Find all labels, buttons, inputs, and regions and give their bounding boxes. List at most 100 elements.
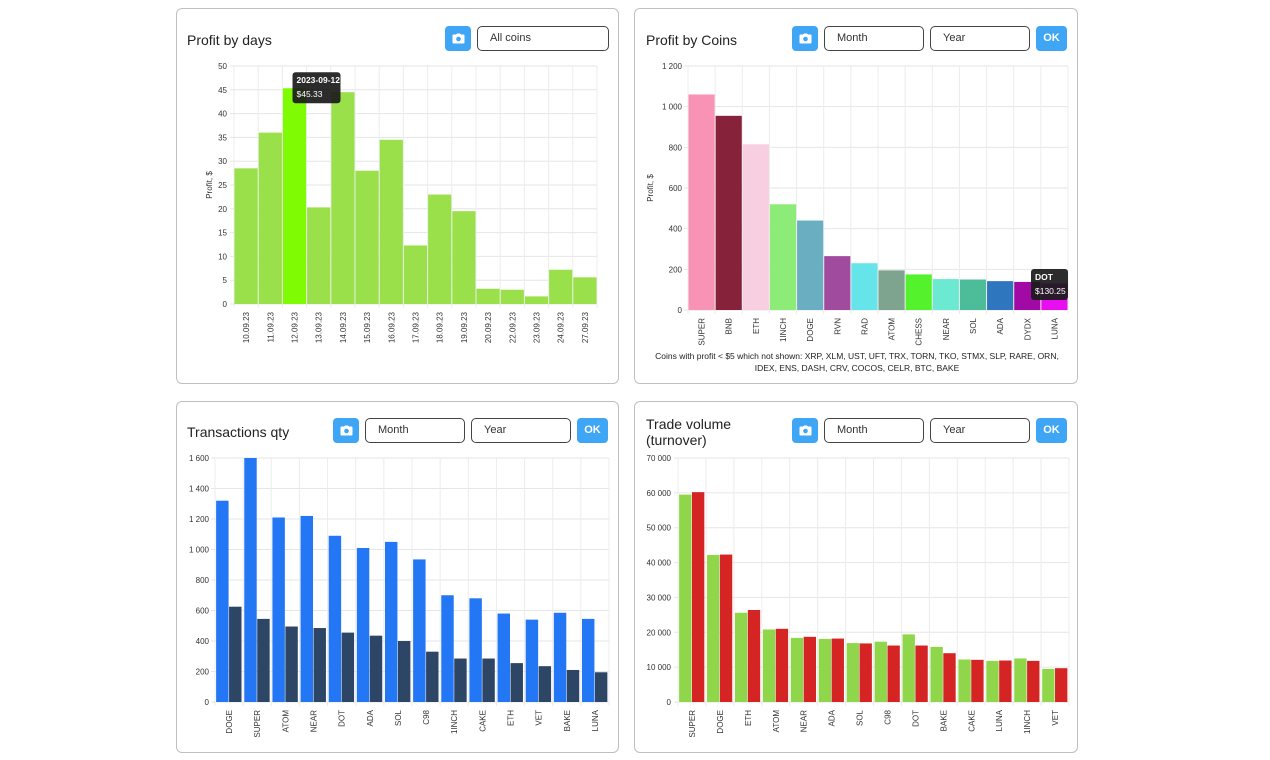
y-tick-label: 0 (678, 306, 683, 315)
bar (943, 653, 956, 702)
bar (691, 492, 705, 702)
chart-tooltip: DOT $130.25 (1031, 269, 1068, 300)
bar (1014, 658, 1027, 702)
y-tick-label: 10 000 (647, 663, 672, 672)
y-tick-label: 60 000 (647, 489, 672, 498)
x-tick-label: NEAR (800, 710, 809, 732)
x-tick-label: 22.09.23 (508, 311, 517, 343)
x-tick-label: ATOM (772, 710, 781, 733)
tooltip-value: $45.33 (297, 89, 323, 99)
trade-volume-screenshot-button[interactable] (792, 418, 818, 443)
x-tick-label: 11.09.23 (266, 311, 275, 342)
y-tick-label: 200 (669, 265, 683, 274)
x-tick-label: DOGE (716, 710, 725, 734)
bar (818, 638, 832, 702)
x-tick-label: 12.09.23 (291, 311, 300, 343)
y-tick-label: 20 000 (647, 628, 672, 637)
x-tick-label: C98 (883, 709, 892, 724)
bar (775, 628, 789, 702)
x-tick-label: ATOM (888, 318, 897, 341)
y-tick-label: 1 200 (189, 515, 210, 524)
bar (282, 88, 307, 304)
bar (229, 606, 242, 702)
bar (1055, 668, 1068, 702)
x-tick-label: 19.09.23 (460, 311, 469, 343)
transactions-ok-button[interactable]: OK (577, 418, 608, 443)
trade-volume-title-line2: (turnover) (646, 432, 707, 448)
y-tick-label: 1 200 (662, 62, 683, 71)
bar (1027, 660, 1040, 702)
bar (769, 204, 797, 310)
transactions-year-select[interactable]: Year (471, 418, 571, 443)
profit-coins-month-select[interactable]: Month (824, 26, 924, 51)
bar (1042, 668, 1055, 702)
x-tick-label: 14.09.23 (339, 311, 348, 343)
bar (428, 194, 452, 304)
coin-filter-select[interactable]: All coins (477, 26, 609, 51)
x-tick-label: CAKE (478, 710, 487, 732)
bar (859, 643, 872, 702)
y-tick-label: 0 (667, 698, 672, 707)
profit-by-days-screenshot-button[interactable] (445, 26, 471, 51)
trade-volume-month-select[interactable]: Month (824, 418, 924, 443)
x-tick-label: 27.09.23 (581, 311, 590, 343)
bar (846, 643, 860, 702)
bar (234, 168, 258, 304)
x-tick-label: 1INCH (779, 318, 788, 342)
x-tick-label: ATOM (281, 710, 290, 733)
tooltip-value: $130.25 (1035, 286, 1066, 296)
bar (553, 612, 567, 702)
bar (476, 288, 500, 304)
x-tick-label: VET (1051, 710, 1060, 726)
bar (356, 547, 370, 702)
x-tick-label: NEAR (310, 710, 319, 732)
y-tick-label: 800 (196, 576, 210, 585)
bar (747, 609, 761, 702)
bar (257, 618, 270, 702)
bar (482, 658, 495, 702)
tooltip-box (292, 72, 341, 104)
bar (824, 256, 851, 310)
bar (971, 659, 984, 702)
bar (719, 554, 733, 702)
trade-volume-year-select[interactable]: Year (930, 418, 1030, 443)
x-tick-label: ETH (744, 710, 753, 726)
x-tick-label: 24.09.23 (557, 311, 566, 343)
bar (797, 220, 824, 310)
bar (525, 619, 539, 702)
x-tick-label: DOGE (806, 318, 815, 342)
x-tick-label: 15.09.23 (363, 311, 372, 343)
bar (915, 645, 928, 702)
bar (581, 618, 595, 702)
profit-coins-ok-button[interactable]: OK (1036, 26, 1067, 51)
bar (707, 554, 720, 702)
transactions-screenshot-button[interactable] (333, 418, 359, 443)
y-tick-label: 5 (223, 276, 228, 285)
trade-volume-ok-button[interactable]: OK (1036, 418, 1067, 443)
bar (285, 626, 298, 702)
bar (244, 458, 257, 702)
y-tick-label: 0 (205, 698, 210, 707)
bar (500, 289, 524, 304)
x-tick-label: BNB (725, 318, 734, 334)
profit-by-coins-screenshot-button[interactable] (792, 26, 818, 51)
bar (403, 245, 428, 304)
bar (307, 207, 331, 304)
x-tick-label: SUPER (698, 318, 707, 346)
y-tick-label: 35 (218, 133, 227, 142)
bar (742, 144, 769, 310)
transactions-month-select[interactable]: Month (365, 418, 465, 443)
profit-coins-year-select[interactable]: Year (930, 26, 1030, 51)
x-tick-label: DYDX (1023, 317, 1032, 340)
x-tick-label: SOL (394, 709, 403, 726)
transactions-plot: 0 200 400 600 800 1 000 1 200 1 400 1 600 DOGE SUP… (189, 454, 610, 738)
profit-days-plot: 0 5 10 15 20 25 30 35 40 45 50 Profit, $ 10.09.23 11.… (205, 62, 598, 343)
bar (902, 634, 915, 702)
bar (930, 646, 943, 702)
hidden-coins-note: Coins with profit < $5 which not shown: … (655, 351, 1059, 373)
bar (679, 494, 692, 702)
x-tick-label: 10.09.23 (242, 311, 251, 343)
y-tick-label: 1 400 (189, 485, 210, 494)
y-tick-label: 15 (218, 229, 227, 238)
y-tick-label: 30 (218, 157, 227, 166)
